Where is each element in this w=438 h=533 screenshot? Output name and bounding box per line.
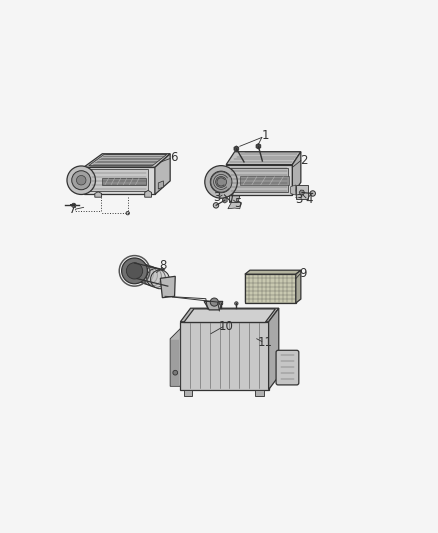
Polygon shape [102, 178, 146, 185]
Circle shape [127, 262, 145, 280]
Polygon shape [299, 190, 304, 195]
Polygon shape [245, 274, 296, 303]
Circle shape [151, 271, 169, 288]
Circle shape [210, 171, 232, 193]
Circle shape [173, 370, 178, 375]
Circle shape [147, 269, 165, 287]
Polygon shape [84, 154, 170, 167]
Polygon shape [84, 167, 155, 195]
Polygon shape [228, 203, 241, 209]
Circle shape [135, 265, 153, 282]
Circle shape [67, 166, 95, 195]
Polygon shape [245, 270, 301, 274]
Text: 3: 3 [296, 193, 303, 206]
Text: 10: 10 [219, 320, 233, 333]
Circle shape [213, 203, 219, 208]
Text: 2: 2 [300, 154, 308, 167]
Polygon shape [268, 308, 279, 390]
Polygon shape [291, 185, 296, 195]
Polygon shape [230, 196, 240, 203]
Polygon shape [226, 152, 301, 165]
Polygon shape [257, 144, 260, 148]
Polygon shape [240, 176, 289, 185]
Circle shape [143, 268, 161, 285]
Circle shape [122, 258, 148, 284]
FancyBboxPatch shape [276, 350, 299, 385]
Polygon shape [160, 276, 175, 297]
Polygon shape [223, 198, 227, 203]
Circle shape [77, 175, 86, 185]
Circle shape [219, 302, 223, 305]
Polygon shape [95, 192, 102, 197]
Text: 11: 11 [258, 336, 273, 349]
FancyBboxPatch shape [226, 165, 293, 195]
Circle shape [131, 263, 149, 281]
Polygon shape [256, 143, 261, 149]
Polygon shape [155, 154, 170, 195]
Circle shape [310, 191, 315, 196]
Circle shape [72, 203, 76, 207]
Polygon shape [296, 270, 301, 303]
Text: 7: 7 [69, 203, 77, 216]
FancyBboxPatch shape [180, 322, 268, 390]
Text: 3: 3 [213, 191, 221, 204]
Polygon shape [204, 302, 223, 310]
Polygon shape [90, 169, 148, 191]
Text: 4: 4 [305, 193, 312, 206]
Polygon shape [230, 168, 288, 192]
Circle shape [215, 176, 226, 188]
Circle shape [126, 212, 130, 215]
Polygon shape [255, 390, 264, 397]
Polygon shape [184, 390, 192, 397]
Polygon shape [158, 181, 163, 189]
Polygon shape [170, 328, 180, 386]
Circle shape [72, 171, 91, 190]
Polygon shape [235, 147, 238, 151]
Circle shape [139, 266, 157, 284]
Polygon shape [88, 155, 167, 166]
Circle shape [235, 302, 238, 305]
Circle shape [205, 166, 237, 198]
Polygon shape [145, 190, 152, 197]
Circle shape [210, 298, 219, 306]
Polygon shape [293, 152, 301, 195]
Text: 5: 5 [234, 198, 241, 211]
Text: 6: 6 [170, 151, 177, 164]
Polygon shape [296, 185, 308, 199]
Polygon shape [184, 309, 276, 322]
Text: 1: 1 [261, 128, 269, 142]
Text: 9: 9 [299, 267, 306, 280]
Circle shape [127, 263, 143, 279]
Polygon shape [180, 308, 279, 322]
Text: 8: 8 [160, 259, 167, 272]
Polygon shape [234, 146, 239, 151]
